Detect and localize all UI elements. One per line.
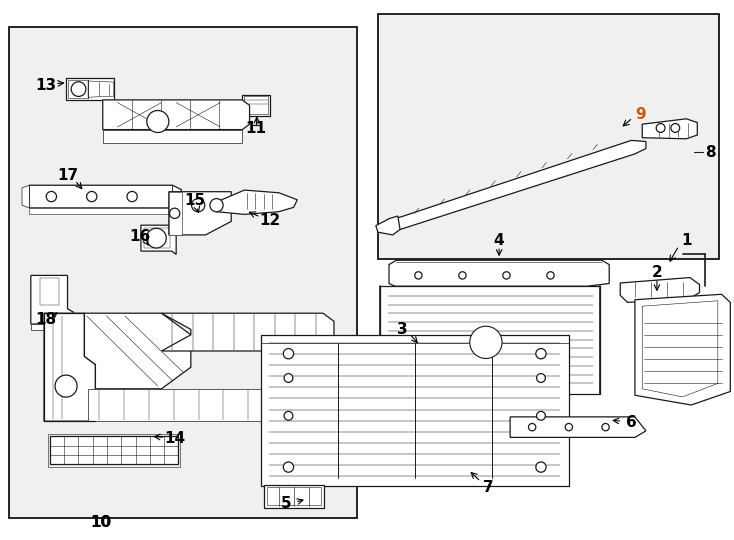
Text: 5: 5 bbox=[281, 496, 291, 511]
Polygon shape bbox=[389, 260, 609, 286]
Circle shape bbox=[536, 348, 546, 359]
Polygon shape bbox=[244, 96, 268, 114]
Text: 18: 18 bbox=[35, 312, 56, 327]
Polygon shape bbox=[217, 190, 297, 214]
Text: 10: 10 bbox=[91, 515, 112, 530]
Circle shape bbox=[87, 191, 97, 202]
Text: 6: 6 bbox=[626, 415, 636, 430]
Circle shape bbox=[192, 199, 205, 212]
Polygon shape bbox=[242, 94, 270, 116]
Circle shape bbox=[46, 191, 57, 202]
Polygon shape bbox=[68, 80, 88, 98]
Polygon shape bbox=[141, 225, 176, 254]
Text: 3: 3 bbox=[397, 322, 407, 337]
Circle shape bbox=[503, 272, 510, 279]
Polygon shape bbox=[389, 140, 646, 230]
Polygon shape bbox=[88, 81, 114, 97]
Text: 12: 12 bbox=[260, 213, 280, 228]
Polygon shape bbox=[510, 417, 646, 437]
Text: 8: 8 bbox=[705, 145, 716, 160]
Bar bbox=[9, 27, 357, 518]
Text: 1: 1 bbox=[681, 233, 691, 248]
Circle shape bbox=[537, 374, 545, 382]
Text: 14: 14 bbox=[164, 431, 185, 446]
Circle shape bbox=[528, 423, 536, 431]
Polygon shape bbox=[29, 185, 181, 212]
Circle shape bbox=[415, 272, 422, 279]
Text: 4: 4 bbox=[494, 233, 504, 248]
Circle shape bbox=[284, 374, 293, 382]
Polygon shape bbox=[40, 278, 59, 305]
Polygon shape bbox=[66, 78, 114, 100]
Polygon shape bbox=[261, 335, 569, 486]
Polygon shape bbox=[620, 278, 700, 302]
Circle shape bbox=[536, 462, 546, 472]
Text: 7: 7 bbox=[483, 480, 493, 495]
Circle shape bbox=[284, 411, 293, 420]
Bar bbox=[50, 436, 178, 464]
Circle shape bbox=[459, 272, 466, 279]
Text: 2: 2 bbox=[652, 265, 662, 280]
Circle shape bbox=[547, 272, 554, 279]
Polygon shape bbox=[88, 389, 334, 421]
Polygon shape bbox=[84, 313, 191, 389]
Polygon shape bbox=[169, 192, 231, 235]
Polygon shape bbox=[169, 192, 182, 235]
Polygon shape bbox=[642, 119, 697, 139]
Circle shape bbox=[656, 124, 665, 132]
Polygon shape bbox=[376, 216, 400, 235]
Polygon shape bbox=[380, 286, 600, 394]
Circle shape bbox=[283, 462, 294, 472]
Polygon shape bbox=[31, 275, 73, 324]
Polygon shape bbox=[635, 294, 730, 405]
Circle shape bbox=[671, 124, 680, 132]
Circle shape bbox=[71, 82, 86, 97]
Text: 10: 10 bbox=[91, 515, 112, 530]
Polygon shape bbox=[22, 185, 29, 208]
Polygon shape bbox=[161, 313, 334, 351]
Circle shape bbox=[170, 208, 180, 219]
Text: 11: 11 bbox=[245, 121, 266, 136]
Polygon shape bbox=[264, 485, 324, 508]
Text: 16: 16 bbox=[129, 229, 150, 244]
Text: 9: 9 bbox=[636, 107, 646, 122]
Polygon shape bbox=[29, 208, 172, 214]
Bar bbox=[48, 434, 180, 467]
Circle shape bbox=[147, 228, 166, 248]
Text: 15: 15 bbox=[184, 193, 205, 208]
Circle shape bbox=[470, 326, 502, 359]
Circle shape bbox=[210, 199, 223, 212]
Circle shape bbox=[127, 191, 137, 202]
Circle shape bbox=[602, 423, 609, 431]
Polygon shape bbox=[44, 313, 95, 421]
Text: 13: 13 bbox=[35, 78, 56, 93]
Polygon shape bbox=[31, 324, 73, 330]
Circle shape bbox=[537, 411, 545, 420]
Circle shape bbox=[147, 111, 169, 132]
Text: 17: 17 bbox=[57, 168, 78, 183]
Circle shape bbox=[283, 348, 294, 359]
Circle shape bbox=[565, 423, 573, 431]
Circle shape bbox=[55, 375, 77, 397]
Bar bbox=[378, 14, 719, 259]
Polygon shape bbox=[103, 130, 242, 143]
Polygon shape bbox=[103, 100, 250, 130]
